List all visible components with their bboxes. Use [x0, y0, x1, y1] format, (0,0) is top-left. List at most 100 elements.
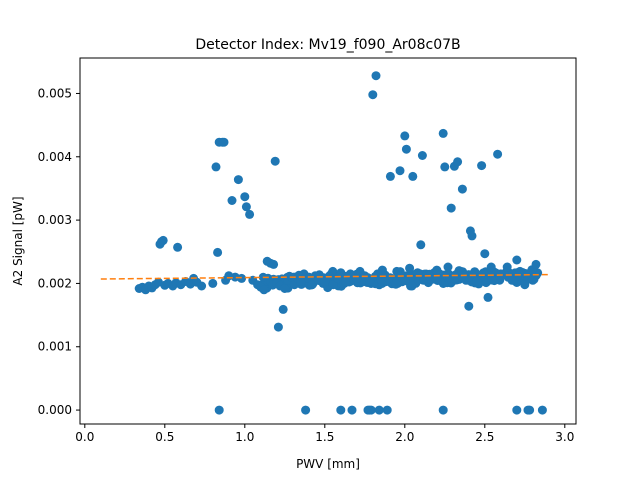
data-point	[537, 405, 547, 415]
data-point	[483, 292, 493, 302]
x-axis-label: PWV [mm]	[296, 457, 360, 471]
data-point	[486, 262, 496, 272]
data-point	[273, 322, 283, 332]
data-point	[443, 262, 453, 272]
data-point	[467, 231, 477, 241]
data-point	[528, 275, 538, 285]
points-layer	[134, 71, 547, 415]
band-point	[431, 274, 441, 284]
data-point	[336, 405, 346, 415]
data-point	[377, 265, 387, 275]
data-point	[365, 277, 375, 286]
data-point	[502, 262, 512, 272]
data-point	[270, 156, 280, 166]
data-point	[417, 151, 427, 160]
data-point	[472, 277, 482, 286]
data-point	[385, 171, 395, 181]
y-tick-label: 0.001	[38, 340, 72, 354]
band-point	[400, 276, 410, 286]
x-tick-label: 2.0	[395, 430, 414, 444]
data-point	[241, 202, 251, 212]
data-point	[158, 235, 168, 245]
y-axis-ticks: 0.000 0.001 0.002 0.003 0.004 0.005	[38, 86, 80, 417]
data-point	[269, 259, 279, 269]
data-point	[515, 266, 525, 276]
data-point	[438, 405, 448, 415]
data-point	[446, 203, 456, 213]
data-point	[480, 249, 490, 259]
fit-line-layer	[100, 273, 549, 280]
data-point	[405, 263, 415, 273]
data-point	[341, 277, 351, 287]
band-point	[328, 280, 338, 290]
x-tick-label: 0.0	[75, 430, 94, 444]
data-point	[408, 171, 418, 181]
fit-line	[100, 273, 549, 280]
band-point	[473, 270, 483, 280]
data-point	[219, 137, 229, 147]
y-tick-label: 0.005	[38, 86, 72, 100]
data-point	[432, 265, 442, 275]
data-point	[336, 268, 346, 278]
data-point	[197, 281, 207, 291]
data-point	[208, 278, 218, 288]
y-axis-label: A2 Signal [pW]	[11, 196, 25, 285]
x-axis-ticks: 0.0 0.5 1.0 1.5 2.0 2.5 3.0	[75, 424, 574, 444]
data-point	[512, 405, 522, 415]
plot-frame	[79, 57, 577, 425]
data-point	[245, 209, 255, 219]
band-point	[445, 272, 455, 282]
data-point	[440, 162, 450, 172]
x-tick-label: 2.5	[475, 430, 494, 444]
data-point	[401, 144, 411, 154]
data-point	[416, 240, 426, 250]
data-point	[493, 149, 503, 159]
data-point	[173, 242, 183, 252]
band-point	[407, 281, 417, 291]
data-point	[227, 196, 237, 205]
data-point	[392, 266, 402, 276]
data-point	[366, 405, 376, 415]
data-point	[496, 269, 506, 279]
data-point	[328, 266, 338, 276]
data-point	[477, 161, 487, 171]
x-tick-label: 1.5	[315, 430, 334, 444]
data-point	[347, 405, 357, 415]
data-point	[211, 162, 221, 172]
data-point	[301, 405, 311, 415]
data-point	[259, 285, 269, 295]
data-point	[512, 255, 522, 265]
data-point	[464, 301, 474, 311]
data-point	[233, 175, 243, 185]
chart-title: Detector Index: Mv19_f090_Ar08c07B	[195, 37, 460, 53]
data-point	[525, 405, 535, 415]
data-point	[237, 273, 247, 283]
band-point	[391, 279, 401, 289]
data-point	[371, 71, 381, 81]
y-tick-label: 0.004	[38, 150, 72, 164]
data-point	[296, 277, 306, 286]
band-point	[487, 275, 497, 285]
data-point	[280, 284, 290, 293]
data-point	[438, 128, 448, 138]
data-point	[307, 280, 317, 290]
x-tick-label: 3.0	[555, 430, 574, 444]
data-point	[400, 131, 410, 141]
data-point	[368, 90, 378, 100]
x-tick-label: 1.0	[235, 430, 254, 444]
data-point	[214, 405, 224, 415]
data-point	[278, 304, 288, 314]
data-point	[213, 247, 223, 257]
data-point	[520, 280, 530, 290]
data-point	[507, 275, 517, 285]
data-point	[382, 405, 392, 415]
data-point	[457, 184, 467, 194]
data-point	[413, 268, 423, 278]
y-tick-label: 0.002	[38, 276, 72, 290]
data-point	[384, 273, 394, 283]
data-point	[240, 192, 250, 202]
x-tick-label: 0.5	[155, 430, 174, 444]
data-point	[453, 157, 463, 167]
